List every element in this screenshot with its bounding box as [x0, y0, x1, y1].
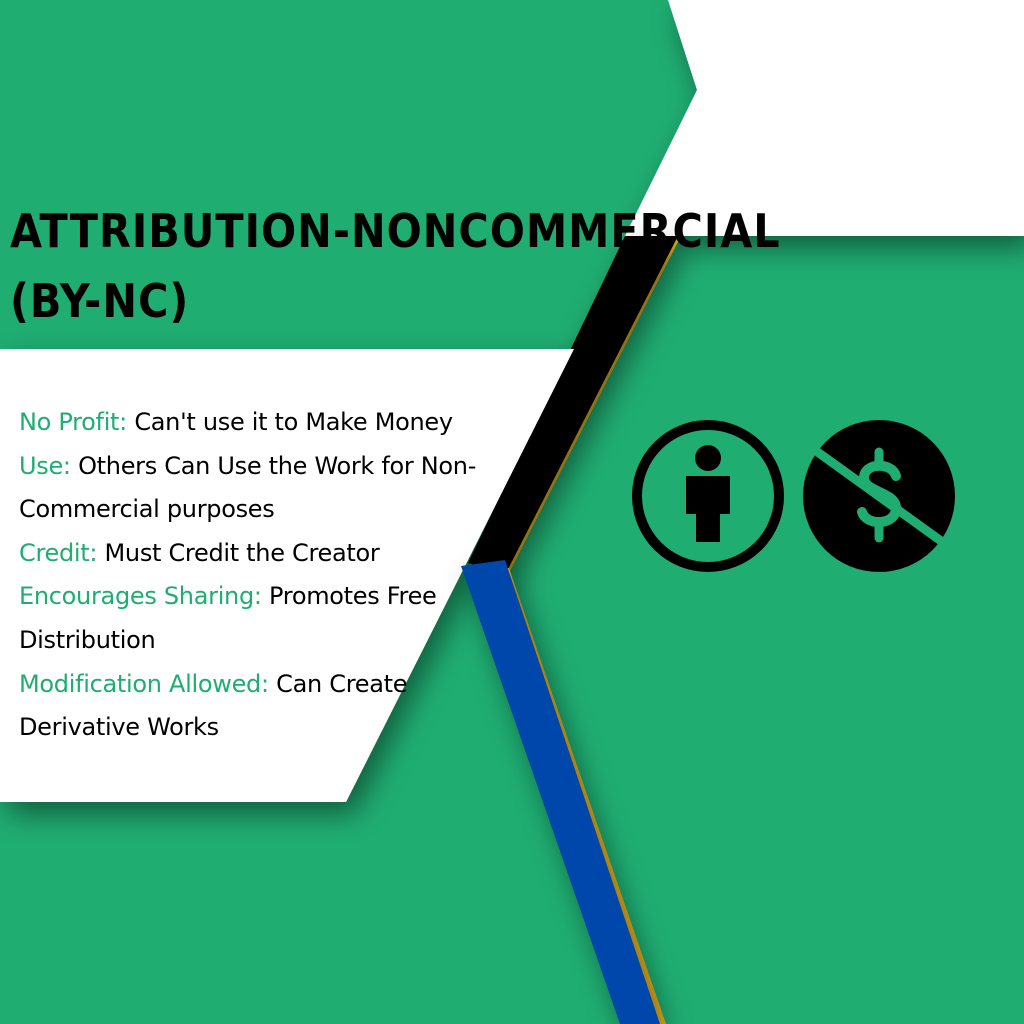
feature-item: No Profit: Can't use it to Make Money — [19, 401, 519, 445]
feature-key: Modification Allowed: — [19, 669, 269, 698]
feature-item: Credit: Must Credit the Creator — [19, 532, 519, 576]
noncommercial-dollar-icon — [803, 420, 955, 572]
license-title-line1: ATTRIBUTION-NONCOMMERCIAL — [10, 204, 781, 258]
feature-value: Others Can Use the Work for Non-Commerci… — [19, 451, 477, 524]
white-top-right-panel — [625, 0, 1024, 236]
blue-stripe — [461, 560, 660, 1024]
feature-value: Promotes Free Distribution — [19, 582, 437, 654]
feature-value: Can't use it to Make Money — [134, 408, 453, 436]
attribution-person-icon — [632, 420, 784, 572]
white-left-panel — [0, 349, 574, 802]
feature-key: No Profit: — [19, 408, 127, 436]
feature-item: Modification Allowed: Can Create Derivat… — [19, 663, 519, 750]
feature-item: Use: Others Can Use the Work for Non-Com… — [19, 445, 519, 532]
feature-key: Credit: — [19, 538, 98, 567]
feature-value: Must Credit the Creator — [104, 538, 380, 567]
feature-value: Can Create Derivative Works — [19, 669, 408, 742]
feature-key: Encourages Sharing: — [19, 582, 262, 611]
black-stripe — [468, 236, 678, 575]
license-title: ATTRIBUTION-NONCOMMERCIAL (BY-NC) — [10, 196, 781, 336]
feature-key: Use: — [19, 451, 71, 480]
license-title-line2: (BY-NC) — [10, 274, 190, 328]
feature-item: Encourages Sharing: Promotes Free Distri… — [19, 575, 519, 662]
license-icons — [632, 420, 955, 572]
feature-list: No Profit: Can't use it to Make Money Us… — [19, 401, 519, 750]
